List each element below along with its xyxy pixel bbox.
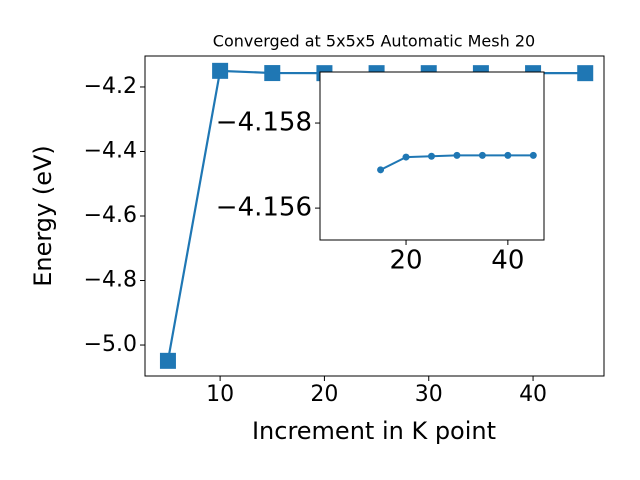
data-point bbox=[577, 65, 594, 82]
data-point bbox=[212, 62, 229, 79]
x-tick-label: 20 bbox=[389, 246, 422, 276]
y-tick-label: −4.6 bbox=[84, 203, 137, 228]
data-point bbox=[377, 166, 385, 174]
x-axis-label: Increment in K point bbox=[252, 417, 496, 445]
y-tick-label: −4.156 bbox=[216, 193, 312, 223]
data-point bbox=[264, 65, 281, 82]
plot-frame bbox=[319, 71, 545, 241]
x-tick-label: 30 bbox=[415, 382, 443, 407]
x-tick-label: 40 bbox=[491, 246, 524, 276]
data-point bbox=[504, 151, 512, 159]
y-tick-label: −4.2 bbox=[84, 74, 137, 99]
chart-title: Converged at 5x5x5 Automatic Mesh 20 bbox=[213, 32, 535, 51]
data-point bbox=[402, 153, 410, 161]
y-axis-label: Energy (eV) bbox=[29, 145, 57, 287]
data-point bbox=[427, 152, 435, 160]
data-point bbox=[478, 151, 486, 159]
y-tick-label: −4.158 bbox=[216, 108, 312, 138]
x-tick-label: 20 bbox=[310, 382, 338, 407]
data-point bbox=[159, 352, 176, 369]
y-tick-label: −4.4 bbox=[84, 138, 137, 163]
data-point bbox=[529, 151, 537, 159]
x-tick-label: 40 bbox=[519, 382, 547, 407]
data-point bbox=[453, 151, 461, 159]
x-tick-label: 10 bbox=[206, 382, 234, 407]
y-tick-label: −5.0 bbox=[84, 332, 137, 357]
y-tick-label: −4.8 bbox=[84, 268, 137, 293]
